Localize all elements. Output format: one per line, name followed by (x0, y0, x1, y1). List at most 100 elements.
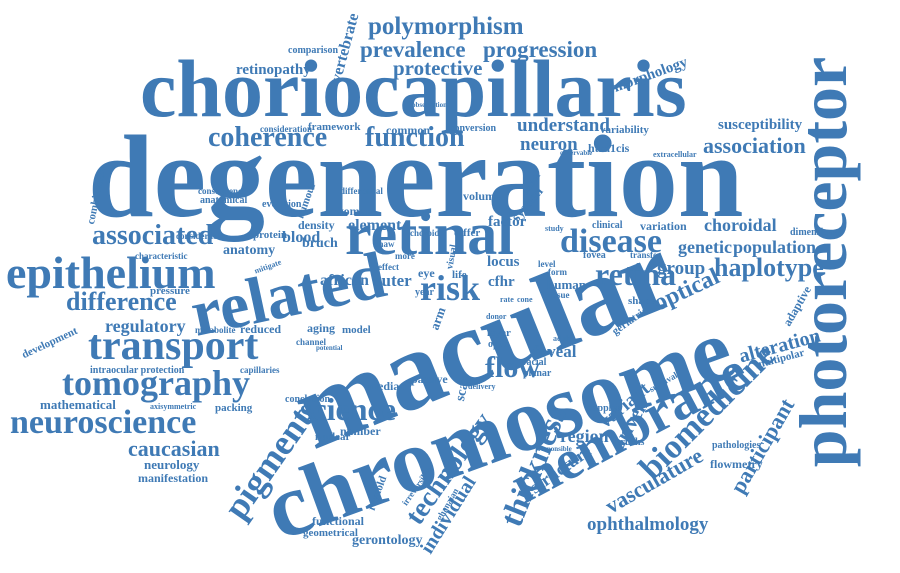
word-group: group (657, 258, 706, 279)
word-form: form (548, 267, 567, 277)
word-responsible: responsible (538, 445, 572, 453)
word-neurology: neurology (144, 457, 200, 472)
word-blood: blood (282, 229, 321, 246)
word-observable: observable (560, 149, 593, 157)
word-neuron: neuron (520, 134, 578, 155)
word-outer: outer (373, 271, 412, 290)
word-retinopathy: retinopathy (236, 62, 311, 78)
word-neuroscience: neuroscience (10, 404, 197, 441)
word-number: number (340, 424, 381, 438)
word-function: function (365, 122, 465, 153)
word-region: region (560, 426, 609, 446)
word-consequence: consequence (198, 186, 246, 196)
word-median: median (368, 379, 407, 393)
word-life: life (452, 269, 467, 281)
word-density: density (298, 218, 335, 232)
word-cfhr: cfhr (488, 274, 515, 290)
word-evolution: evolution (262, 199, 302, 210)
word-anatomy: anatomy (223, 243, 276, 258)
word-protein: protein (253, 229, 288, 241)
word-delivery: delivery (468, 382, 496, 391)
word-transfer: transfer (630, 250, 661, 260)
word-shape: shape (628, 295, 655, 307)
word-framework: framework (308, 121, 361, 133)
word-planar: planar (523, 368, 552, 379)
word-geometrical: geometrical (303, 527, 358, 539)
word-volume: volume (463, 189, 501, 203)
word-more: more (395, 251, 415, 261)
word-polymorphism: polymorphism (368, 13, 524, 40)
word-flowmetry: flowmetry (710, 457, 763, 471)
word-association: association (703, 133, 806, 158)
word-consideration: consideration (260, 124, 313, 134)
word-caucasian: caucasian (128, 436, 220, 461)
word-science: science (300, 391, 396, 427)
word-donor: donor (486, 312, 507, 321)
word-pressure: pressure (150, 285, 190, 297)
word-genetic: genetic (678, 237, 732, 257)
word-observation: observation (412, 101, 447, 109)
word-bruchs: bruchs (615, 437, 645, 448)
word-factor: factor (488, 214, 527, 230)
word-choroidal: choroidal (704, 215, 777, 235)
word-extracellular: extracellular (653, 150, 697, 159)
word-reduced: reduced (240, 322, 282, 336)
word-epithelium: epithelium (6, 247, 216, 298)
word-ophthalmology: ophthalmology (587, 514, 709, 535)
word-difference: difference (66, 287, 177, 316)
word-tomography: tomography (62, 363, 250, 403)
word-development: development (20, 324, 80, 362)
word-aging: aging (307, 321, 336, 335)
word-prevalence: prevalence (360, 37, 466, 62)
word-pathologies: pathologies (712, 440, 761, 451)
word-mathematical: mathematical (40, 397, 116, 412)
word-optic: optic (488, 339, 510, 350)
word-transport: transport (88, 323, 259, 369)
word-dimensional: dimensional (790, 227, 842, 238)
word-flow: flow (485, 351, 540, 384)
word-effect: effect (378, 262, 399, 272)
word-passive: passive (411, 372, 448, 386)
word-comparison: comparison (288, 45, 338, 56)
word-differential: differential (340, 186, 383, 196)
word-level: level (538, 259, 556, 269)
word-cone: cone (517, 295, 533, 304)
word-layer: layer (487, 327, 511, 339)
word-packing: packing (215, 402, 253, 414)
word-haplotype: haplotype (714, 253, 824, 282)
word-metabolite: metabolite (195, 325, 236, 335)
word-conclusion: conclusion (285, 394, 331, 405)
word-conversion: conversion (450, 123, 497, 134)
word-regulatory: regulatory (105, 316, 186, 336)
word-nuclear: nuclear (315, 431, 351, 443)
word-doppler: doppler (587, 403, 621, 414)
word-protective: protective (393, 56, 483, 80)
word-associated: associated (92, 220, 214, 251)
word-degeneration: degeneration (88, 111, 744, 242)
word-characteristic: characteristic (135, 251, 188, 261)
word-human: human (547, 277, 587, 292)
word-adult: adult (553, 334, 571, 343)
word-htra1cis: htra1cis (588, 141, 630, 155)
word-functional: functional (312, 514, 365, 528)
word-gerontology: gerontology (352, 533, 423, 548)
word-tissue: tissue (548, 290, 570, 300)
word-potential: potential (316, 344, 343, 352)
word-choriocapillaris: choriocapillaris (140, 43, 687, 134)
word-anatomical: anatomical (200, 195, 248, 206)
word-eye: eye (418, 266, 435, 280)
word-coherence: coherence (208, 122, 328, 153)
word-fovea: fovea (583, 250, 606, 261)
word-intraocular-protection: intraocular protection (90, 365, 185, 376)
word-retinal: retinal (345, 201, 514, 267)
word-locus: locus (487, 254, 520, 270)
word-rate: rate (500, 295, 514, 304)
word-variability: variability (600, 124, 649, 136)
word-channel: channel (296, 337, 327, 347)
word-differ: differ (454, 227, 481, 239)
word-shaw: shaw (375, 239, 395, 249)
word-woman: woman (335, 204, 373, 218)
word-manifestation: manifestation (138, 471, 208, 485)
word-understand: understand (517, 115, 610, 136)
